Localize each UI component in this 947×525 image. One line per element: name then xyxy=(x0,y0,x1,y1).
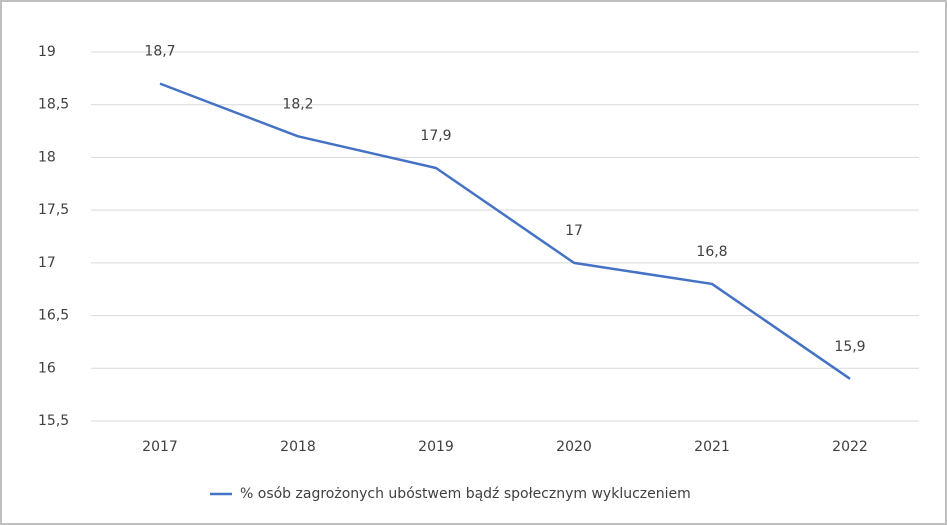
x-tick-label: 2019 xyxy=(418,439,454,455)
x-tick-label: 2021 xyxy=(694,439,730,455)
data-label: 17 xyxy=(565,223,583,239)
y-tick-label: 19 xyxy=(38,44,56,60)
data-label: 18,2 xyxy=(282,96,313,112)
x-tick-label: 2020 xyxy=(556,439,592,455)
y-tick-label: 17,5 xyxy=(38,202,69,218)
y-tick-label: 15,5 xyxy=(38,413,69,429)
y-tick-label: 18 xyxy=(38,149,56,165)
y-tick-label: 16 xyxy=(38,360,56,376)
data-label: 16,8 xyxy=(696,244,727,260)
y-tick-label: 16,5 xyxy=(38,308,69,324)
data-label: 18,7 xyxy=(144,44,175,60)
x-tick-label: 2018 xyxy=(280,439,316,455)
x-tick-label: 2017 xyxy=(142,439,178,455)
y-tick-label: 17 xyxy=(38,255,56,271)
data-line xyxy=(159,82,851,380)
data-label: 15,9 xyxy=(834,339,865,355)
data-label: 17,9 xyxy=(420,128,451,144)
legend-label: % osób zagrożonych ubóstwem bądź społecz… xyxy=(240,486,691,502)
x-tick-label: 2022 xyxy=(832,439,868,455)
y-tick-label: 18,5 xyxy=(38,97,69,113)
